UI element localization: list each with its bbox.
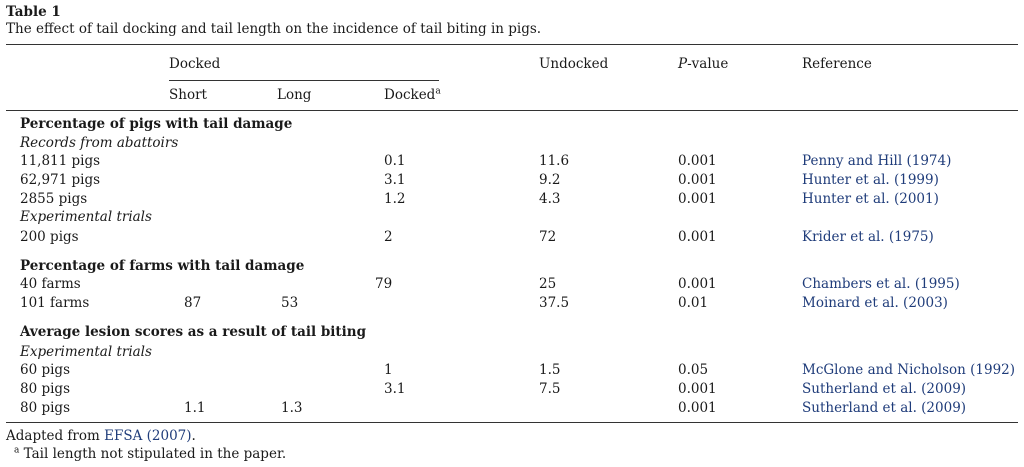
section-title: Percentage of pigs with tail damage [20, 116, 293, 132]
cell-undocked: 7.5 [539, 381, 561, 397]
cell-docked: 3.1 [384, 381, 406, 397]
header-undocked: Undocked [539, 56, 609, 72]
header-docked: Docked [169, 56, 221, 72]
reference-link[interactable]: Moinard et al. (2003) [802, 295, 948, 311]
header-docked-sub: Dockeda [384, 87, 441, 104]
reference-link[interactable]: Sutherland et al. (2009) [802, 400, 967, 416]
reference-link[interactable]: Chambers et al. (1995) [802, 276, 960, 292]
cell-pvalue: 0.01 [678, 295, 709, 311]
cell-pvalue: 0.05 [678, 362, 709, 378]
footnote-a-text: Tail length not stipulated in the paper. [23, 446, 287, 462]
table-figure: Table 1 The effect of tail docking and t… [6, 4, 1018, 38]
cell-undocked: 11.6 [539, 153, 570, 169]
cell-pvalue: 0.001 [678, 229, 717, 245]
reference-link[interactable]: Penny and Hill (1974) [802, 153, 952, 169]
cell-pvalue: 0.001 [678, 172, 717, 188]
reference-link[interactable]: Sutherland et al. (2009) [802, 381, 967, 397]
header-reference: Reference [802, 56, 872, 72]
cell-docked: 2 [384, 229, 393, 245]
cell-undocked: 9.2 [539, 172, 561, 188]
row-label: 2855 pigs [20, 191, 88, 207]
row-label: 101 farms [20, 295, 90, 311]
cell-short: 1.1 [184, 400, 206, 416]
footnote-a-mark: a [14, 445, 20, 456]
footnote-a: a Tail length not stipulated in the pape… [14, 446, 286, 463]
cell-undocked: 4.3 [539, 191, 561, 207]
reference-link[interactable]: Hunter et al. (1999) [802, 172, 939, 188]
row-label: 40 farms [20, 276, 81, 292]
row-label: 62,971 pigs [20, 172, 101, 188]
footnote-adapted-suffix: . [191, 428, 196, 444]
header-pvalue-rest: -value [687, 56, 729, 72]
table-label: Table 1 [6, 4, 61, 20]
header-short: Short [169, 87, 207, 103]
cell-docked: 1 [384, 362, 393, 378]
section-subtitle: Records from abattoirs [20, 135, 179, 151]
cell-docked: 1.2 [384, 191, 406, 207]
header-pvalue-italic: P [678, 56, 688, 72]
docked-group-rule [169, 80, 439, 81]
cell-undocked: 72 [539, 229, 557, 245]
cell-docked: 3.1 [384, 172, 406, 188]
efsa-reference-link[interactable]: EFSA (2007) [104, 428, 192, 444]
header-docked-sub-label: Docked [384, 87, 436, 103]
cell-undocked: 37.5 [539, 295, 570, 311]
row-label: 200 pigs [20, 229, 79, 245]
header-long: Long [277, 87, 312, 103]
row-label: 11,811 pigs [20, 153, 101, 169]
cell-undocked: 25 [539, 276, 557, 292]
section-subtitle: Experimental trials [20, 209, 152, 225]
table-header-rule [6, 110, 1018, 111]
footnote-adapted-prefix: Adapted from [6, 428, 105, 444]
cell-pvalue: 0.001 [678, 191, 717, 207]
header-docked-sub-mark: a [435, 86, 441, 97]
table-top-rule [6, 44, 1018, 45]
row-label: 80 pigs [20, 381, 70, 397]
cell-pvalue: 0.001 [678, 276, 717, 292]
footnote-adapted: Adapted from EFSA (2007). [6, 428, 196, 445]
row-label: 60 pigs [20, 362, 70, 378]
table-caption: The effect of tail docking and tail leng… [6, 21, 542, 37]
section-title: Average lesion scores as a result of tai… [20, 324, 367, 340]
cell-docked: 0.1 [384, 153, 406, 169]
reference-link[interactable]: Hunter et al. (2001) [802, 191, 939, 207]
header-pvalue: P-value [678, 56, 728, 73]
cell-pvalue: 0.001 [678, 381, 717, 397]
section-title: Percentage of farms with tail damage [20, 258, 305, 274]
cell-long: 79 [375, 276, 393, 292]
cell-short: 87 [184, 295, 202, 311]
table-bottom-rule [6, 422, 1018, 423]
section-subtitle: Experimental trials [20, 344, 152, 360]
reference-link[interactable]: McGlone and Nicholson (1992) [802, 362, 1016, 378]
cell-long: 1.3 [281, 400, 303, 416]
cell-long: 53 [281, 295, 299, 311]
cell-undocked: 1.5 [539, 362, 561, 378]
cell-pvalue: 0.001 [678, 400, 717, 416]
reference-link[interactable]: Krider et al. (1975) [802, 229, 934, 245]
cell-pvalue: 0.001 [678, 153, 717, 169]
row-label: 80 pigs [20, 400, 70, 416]
